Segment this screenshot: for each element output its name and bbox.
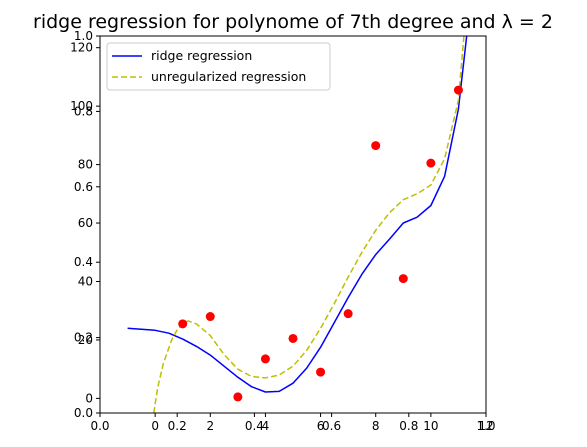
data-point (260, 354, 270, 364)
series-layer (127, 36, 468, 413)
data-point (178, 319, 188, 329)
y-tick-label: 0 (85, 391, 93, 405)
overlay-y-tick-label: 0.8 (74, 104, 93, 118)
x-tick-label: 12 (478, 419, 493, 433)
data-point (288, 333, 298, 343)
legend-box (106, 42, 331, 91)
data-point (343, 309, 353, 319)
y-tick-label: 120 (70, 41, 93, 55)
x-tick-label: 6 (317, 419, 325, 433)
data-point (233, 392, 243, 402)
x-tick-label: 8 (372, 419, 380, 433)
overlay-y-tick-label: 0.4 (74, 255, 93, 269)
overlay-x-tick-label: 0.0 (90, 419, 109, 433)
chart-title: ridge regression for polynome of 7th deg… (33, 11, 553, 33)
data-point (398, 274, 408, 284)
data-point (426, 158, 436, 168)
y-axis: 0 20 40 60 80 100 120 (70, 41, 100, 405)
overlay-x-tick-label: 0.8 (399, 419, 418, 433)
x-tick-label: 10 (423, 419, 438, 433)
y-tick-label: 80 (78, 158, 93, 172)
series-line-unregularized-regression (153, 36, 465, 413)
y-tick-label: 100 (70, 99, 93, 113)
overlay-x-tick-label: 1.0 (476, 419, 495, 433)
data-point (205, 312, 215, 322)
overlay-y-tick-label: 0.2 (74, 331, 93, 345)
points-layer (178, 85, 463, 402)
y-tick-label: 40 (78, 274, 93, 288)
x-tick-label: 2 (206, 419, 214, 433)
legend-label: unregularized regression (151, 69, 306, 84)
overlay-x-tick-label: 0.2 (168, 419, 187, 433)
x-tick-label: 4 (262, 419, 270, 433)
legend: ridge regression unregularized regression (106, 42, 331, 91)
x-axis: 0 2 4 6 8 10 12 (151, 413, 494, 433)
data-point (453, 85, 463, 95)
legend-label: ridge regression (151, 48, 252, 63)
x-tick-label: 0 (151, 419, 159, 433)
overlay-x-tick-label: 0.6 (322, 419, 341, 433)
overlay-y-tick-label: 0.0 (74, 406, 93, 420)
overlay-axes: 0.00.0 0.2 0.2 0.4 0.4 0.6 0.6 0.8 0.8 1.0 1.0 (74, 29, 496, 433)
data-point (316, 367, 326, 377)
y-tick-label: 60 (78, 216, 93, 230)
overlay-y-tick-label: 0.6 (74, 180, 93, 194)
series-line-ridge-regression (127, 36, 468, 393)
plot-area (127, 36, 468, 413)
data-point (371, 141, 381, 151)
overlay-y-tick-label: 1.0 (74, 29, 93, 43)
y-tick-label: 20 (78, 333, 93, 347)
plot-frame (99, 35, 487, 414)
overlay-x-tick-label: 0.4 (245, 419, 264, 433)
